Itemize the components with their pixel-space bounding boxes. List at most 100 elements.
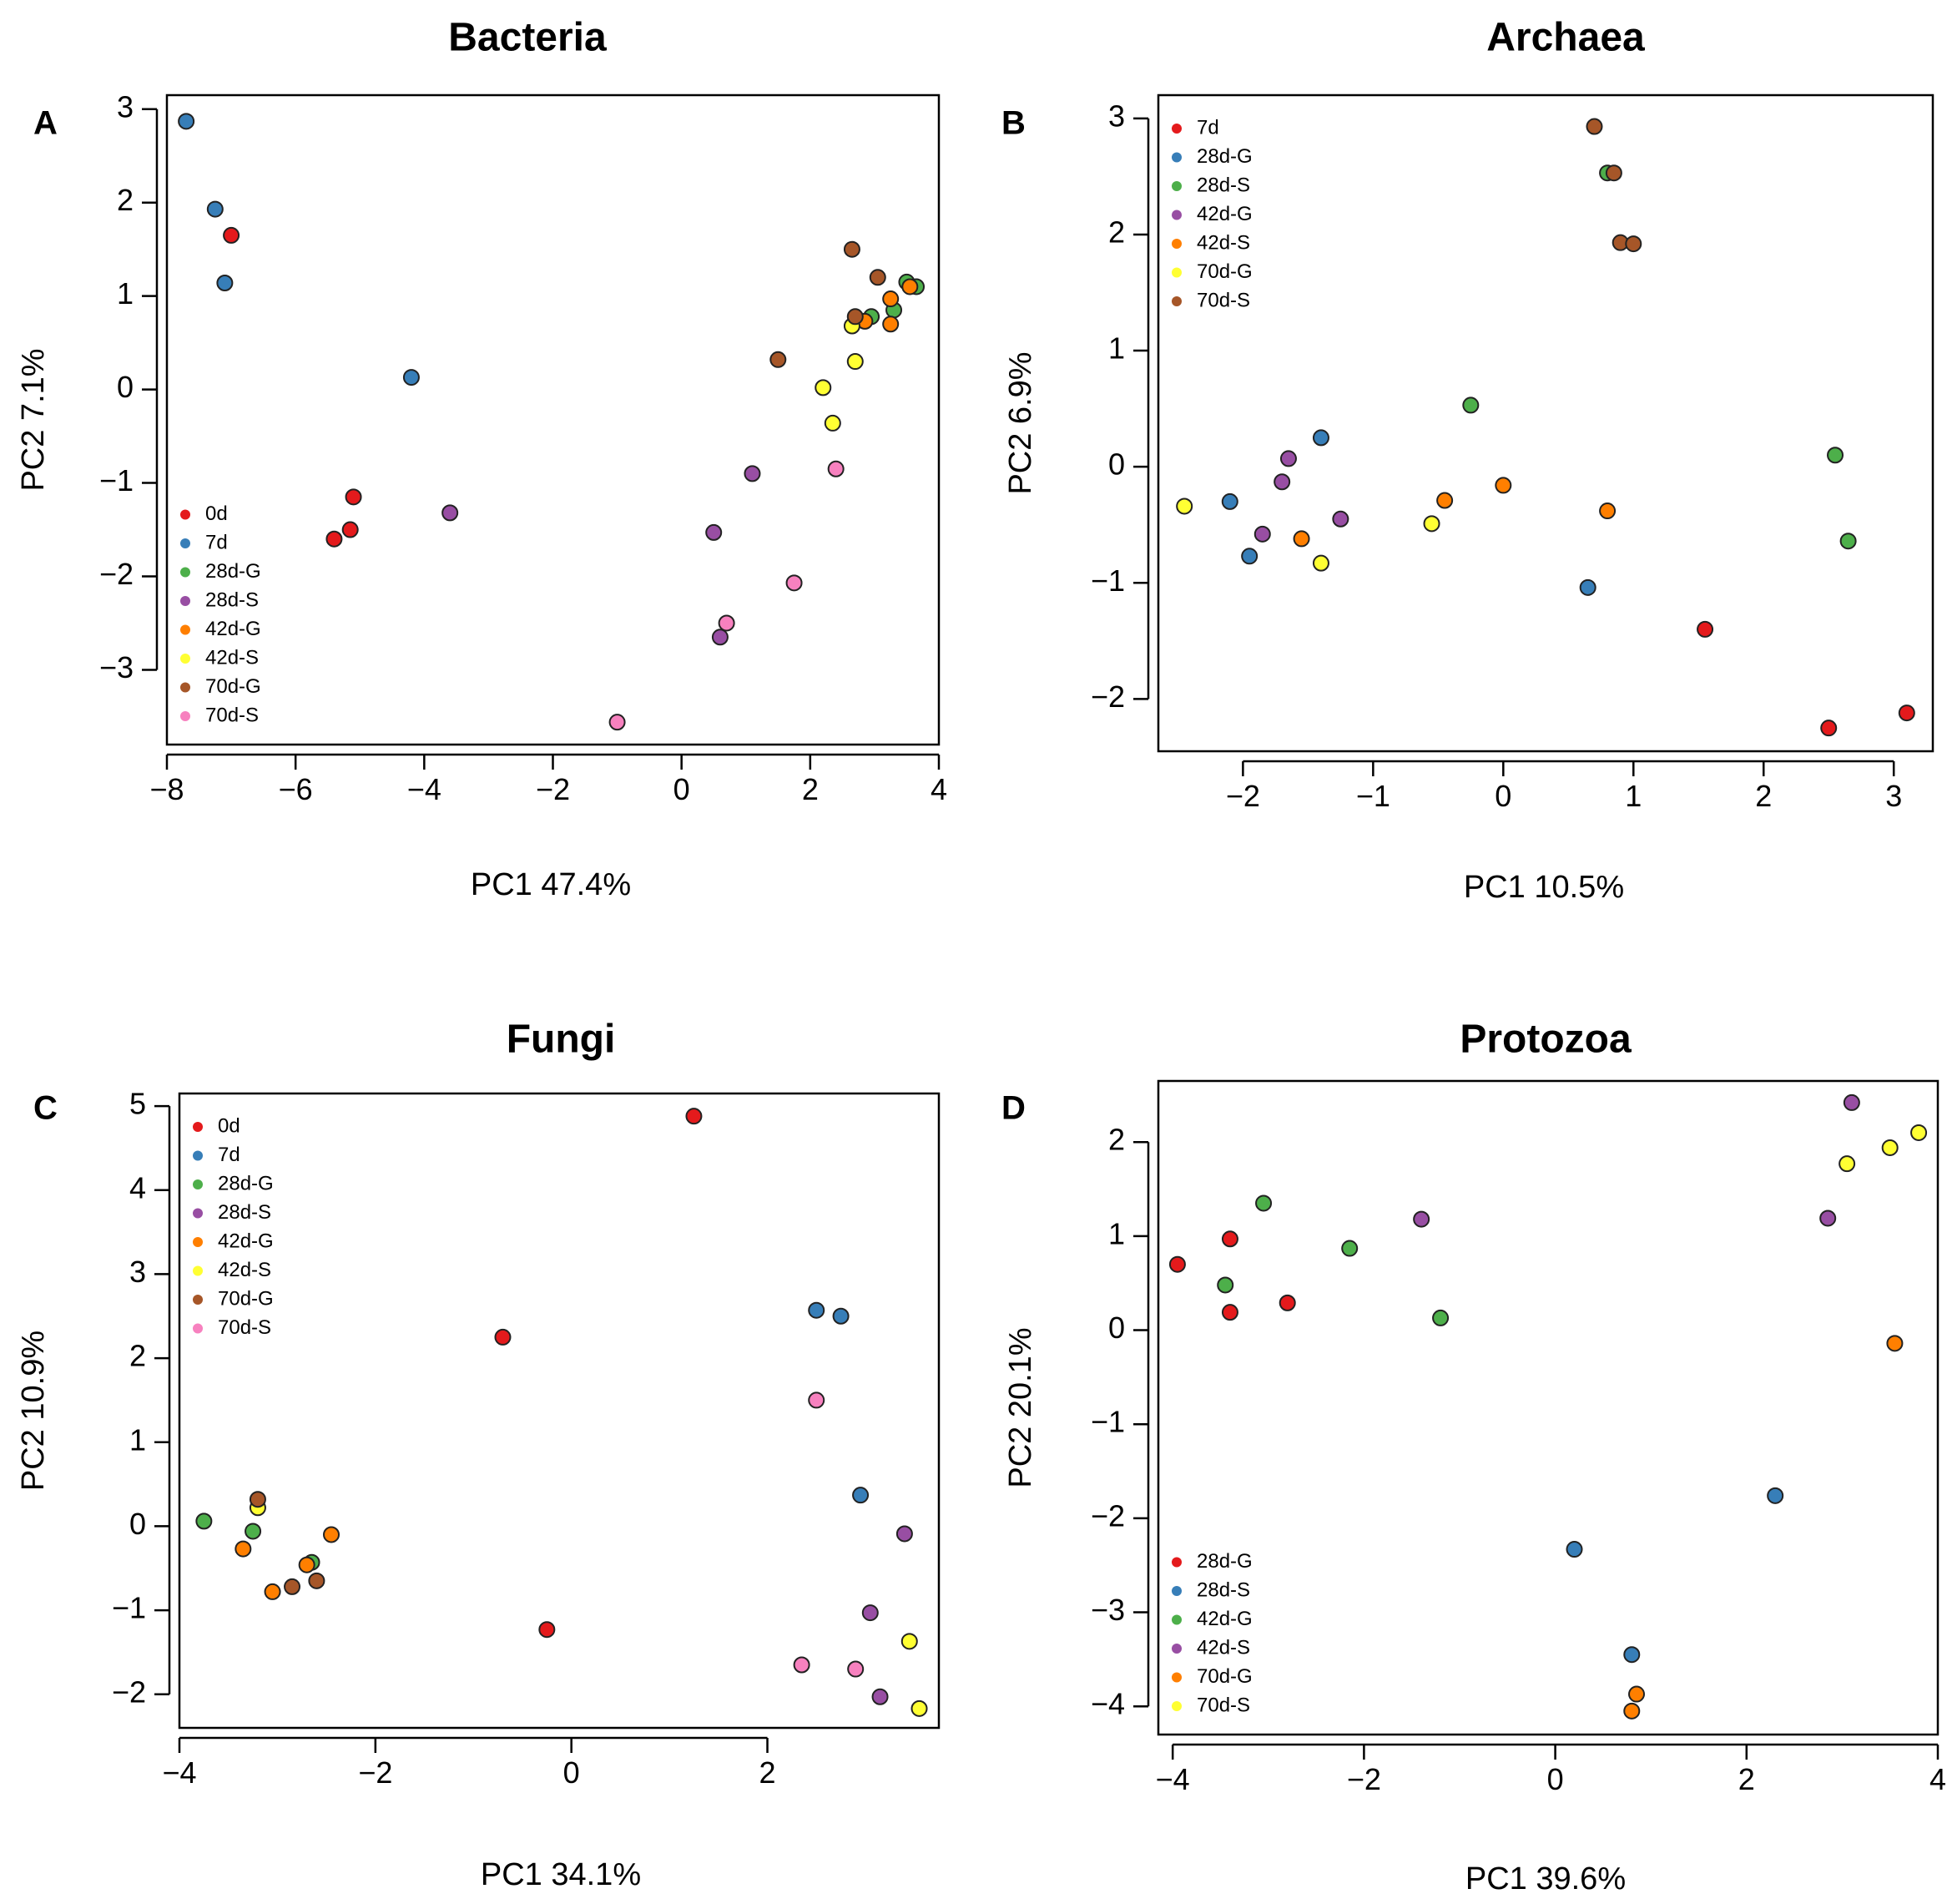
plot-frame — [1157, 1079, 1939, 1736]
data-point — [861, 1604, 879, 1622]
x-axis-label: PC1 34.1% — [481, 1857, 641, 1892]
data-point — [1221, 1230, 1238, 1248]
legend-marker — [1172, 296, 1182, 306]
legend-marker — [1172, 181, 1182, 191]
legend: 7d 28d-G 28d-S 42d-G 42d-S 70d-G 70d-S — [1172, 116, 1253, 311]
x-tick-label: −2 — [358, 1755, 392, 1790]
y-tick-label: 0 — [1108, 1311, 1125, 1345]
legend-marker — [1172, 1614, 1182, 1625]
data-point — [1241, 548, 1258, 565]
x-tick-label: 3 — [1885, 779, 1902, 813]
data-point — [1332, 510, 1349, 528]
x-tick-label: −2 — [1347, 1762, 1381, 1796]
legend: 0d 7d 28d-G 28d-S 42d-G 42d-S 70d-G 70d-S — [193, 1114, 274, 1339]
data-point — [1221, 1304, 1238, 1321]
data-point — [1253, 525, 1271, 543]
y-axis: −2 −1 0 1 2 3 4 5 — [112, 1087, 171, 1709]
series-70d-S — [608, 460, 845, 731]
legend-label: 42d-S — [1197, 1636, 1250, 1659]
data-point — [1623, 1702, 1641, 1720]
data-point — [345, 488, 362, 506]
legend-label: 0d — [205, 503, 228, 525]
series-28d-S — [1462, 164, 1857, 550]
data-point — [910, 1699, 928, 1717]
y-axis-label: PC2 7.1% — [16, 348, 51, 491]
data-point — [824, 414, 841, 432]
legend-marker — [1172, 210, 1182, 220]
series-7d — [808, 1301, 870, 1504]
series-42d-G — [235, 1526, 340, 1600]
data-point — [1462, 396, 1480, 414]
legend: 0d 7d 28d-G 28d-S 42d-G 42d-S 70d-G 70d-S — [180, 503, 261, 726]
y-tick-label: 2 — [1108, 215, 1125, 249]
panel-title: Bacteria — [448, 16, 607, 60]
data-point — [685, 1108, 703, 1125]
legend-label: 42d-S — [1197, 231, 1250, 254]
data-point — [1495, 477, 1512, 494]
legend-marker — [193, 1323, 203, 1334]
x-axis: −4 −2 0 2 4 — [1156, 1743, 1946, 1796]
legend-marker — [1172, 1557, 1182, 1568]
legend-label: 28d-S — [205, 588, 259, 611]
legend-label: 28d-G — [205, 560, 261, 583]
y-tick-label: −2 — [99, 557, 134, 591]
y-tick-label: −1 — [1091, 563, 1125, 598]
data-point — [1628, 1685, 1646, 1703]
legend-label: 42d-G — [1197, 1608, 1253, 1630]
data-point — [1819, 1210, 1837, 1227]
data-point — [1898, 705, 1915, 722]
data-point — [827, 460, 845, 477]
y-tick-label: 5 — [129, 1087, 146, 1121]
panel-B: Archaea B −2 −1 0 1 2 3 −2 −1 0 1 2 3 PC1 10.5% PC2 6.9… — [1001, 16, 1934, 905]
legend-marker — [180, 682, 190, 693]
panel-letter: C — [33, 1090, 58, 1127]
legend-label: 42d-S — [205, 646, 259, 669]
x-tick-label: 0 — [1547, 1762, 1564, 1796]
data-point — [264, 1583, 281, 1600]
legend-label: 70d-G — [205, 675, 261, 698]
y-tick-label: 0 — [1108, 447, 1125, 482]
y-axis: −2 −1 0 1 2 3 — [1091, 98, 1150, 714]
series-42d-S — [249, 1499, 928, 1717]
legend-label: 7d — [1197, 116, 1219, 139]
y-tick-label: −3 — [1091, 1593, 1125, 1627]
y-tick-label: 4 — [129, 1170, 146, 1205]
data-point — [1255, 1194, 1273, 1212]
data-point — [1279, 1294, 1296, 1311]
data-point — [235, 1540, 252, 1558]
data-point — [323, 1526, 340, 1543]
legend-label: 70d-G — [218, 1287, 274, 1310]
data-point — [206, 200, 224, 218]
legend-label: 70d-S — [1197, 1694, 1250, 1716]
series-70d-G — [1176, 497, 1440, 572]
series-42d-S — [1293, 477, 1617, 548]
legend-marker — [193, 1265, 203, 1276]
x-tick-label: −6 — [279, 772, 313, 806]
series-28d-S — [441, 465, 761, 646]
legend-marker — [193, 1237, 203, 1247]
plot-frame — [1157, 93, 1934, 753]
y-tick-label: −2 — [1091, 1498, 1125, 1533]
legend: 28d-G 28d-S 42d-G 42d-S 70d-G 70d-S — [1172, 1550, 1253, 1716]
legend-label: 28d-G — [1197, 145, 1253, 168]
legend-marker — [180, 624, 190, 635]
data-point — [705, 523, 723, 541]
series-70d-S — [1586, 118, 1642, 253]
panel-D: Protozoa D −4 −2 0 2 4 −4 −3 −2 −1 0 1 2 PC1 39.6% PC2 … — [1001, 1018, 1946, 1896]
legend-marker — [1172, 1701, 1182, 1711]
legend-marker — [193, 1179, 203, 1189]
legend-label: 70d-S — [205, 704, 259, 726]
legend-label: 28d-S — [1197, 174, 1250, 196]
y-tick-label: −2 — [1091, 679, 1125, 714]
data-point — [847, 1660, 865, 1678]
data-point — [249, 1491, 266, 1508]
data-point — [1423, 515, 1440, 533]
x-axis: −4 −2 0 2 — [162, 1736, 776, 1790]
legend-label: 28d-G — [1197, 1550, 1253, 1573]
data-point — [901, 278, 919, 295]
y-tick-label: 3 — [1108, 98, 1125, 133]
data-point — [895, 1525, 913, 1543]
x-tick-label: 0 — [563, 1755, 580, 1790]
x-tick-label: −1 — [1356, 779, 1390, 813]
data-point — [1341, 1240, 1359, 1257]
